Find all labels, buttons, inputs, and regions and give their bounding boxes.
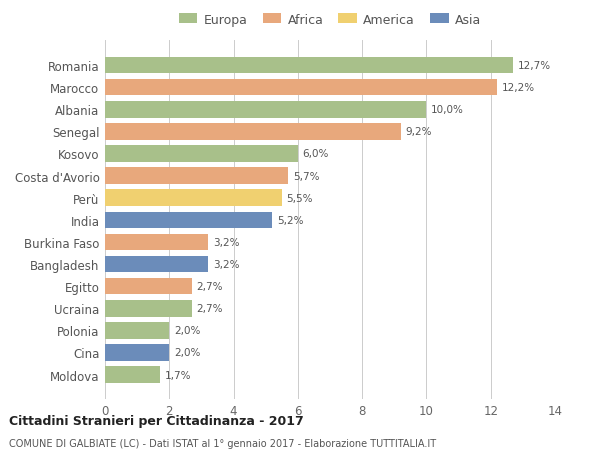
Text: 2,0%: 2,0% xyxy=(174,348,200,358)
Legend: Europa, Africa, America, Asia: Europa, Africa, America, Asia xyxy=(173,9,487,32)
Bar xyxy=(105,168,288,185)
Bar xyxy=(105,146,298,162)
Text: COMUNE DI GALBIATE (LC) - Dati ISTAT al 1° gennaio 2017 - Elaborazione TUTTITALI: COMUNE DI GALBIATE (LC) - Dati ISTAT al … xyxy=(9,438,436,448)
Bar xyxy=(105,124,401,140)
Bar xyxy=(105,322,169,339)
Text: 10,0%: 10,0% xyxy=(431,105,464,115)
Text: 12,7%: 12,7% xyxy=(518,61,551,71)
Bar xyxy=(105,300,192,317)
Bar xyxy=(105,234,208,251)
Bar xyxy=(105,102,427,118)
Text: 5,2%: 5,2% xyxy=(277,215,304,225)
Text: 5,5%: 5,5% xyxy=(287,193,313,203)
Text: 2,7%: 2,7% xyxy=(197,281,223,291)
Text: 12,2%: 12,2% xyxy=(502,83,535,93)
Text: 2,7%: 2,7% xyxy=(197,303,223,313)
Text: 2,0%: 2,0% xyxy=(174,326,200,336)
Text: 9,2%: 9,2% xyxy=(406,127,432,137)
Bar xyxy=(105,57,513,74)
Bar xyxy=(105,212,272,229)
Text: 3,2%: 3,2% xyxy=(212,259,239,269)
Text: 1,7%: 1,7% xyxy=(164,370,191,380)
Text: 5,7%: 5,7% xyxy=(293,171,320,181)
Text: 6,0%: 6,0% xyxy=(302,149,329,159)
Bar xyxy=(105,190,282,207)
Bar xyxy=(105,256,208,273)
Text: 3,2%: 3,2% xyxy=(212,237,239,247)
Bar xyxy=(105,366,160,383)
Bar xyxy=(105,80,497,96)
Text: Cittadini Stranieri per Cittadinanza - 2017: Cittadini Stranieri per Cittadinanza - 2… xyxy=(9,414,304,428)
Bar xyxy=(105,344,169,361)
Bar xyxy=(105,278,192,295)
